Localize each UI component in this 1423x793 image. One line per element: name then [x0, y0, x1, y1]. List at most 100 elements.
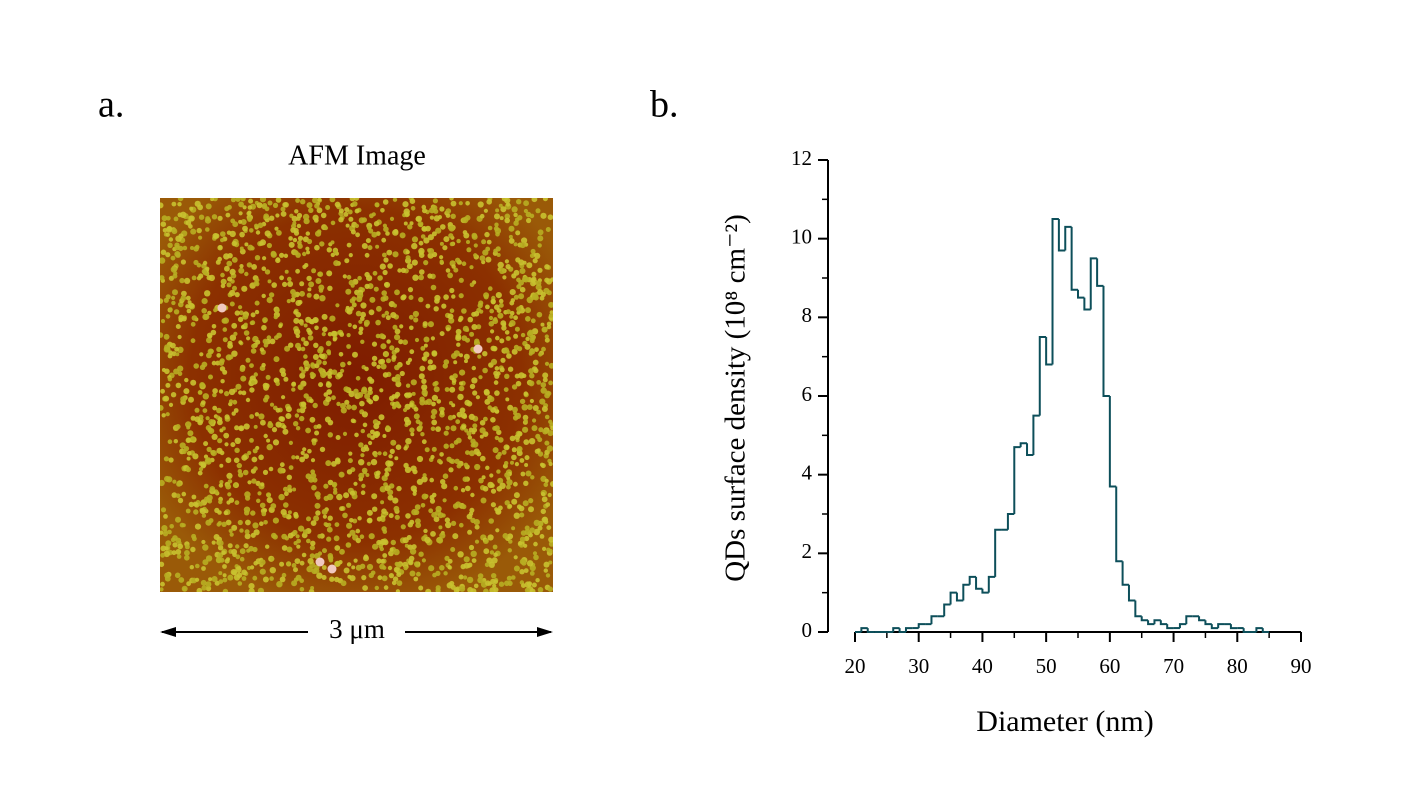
afm-dot [497, 477, 504, 484]
afm-dot [494, 373, 500, 379]
afm-dot [433, 516, 440, 523]
afm-dot [275, 257, 281, 264]
afm-dot [439, 410, 445, 415]
afm-dot [544, 337, 550, 343]
afm-dot [352, 518, 358, 524]
afm-dot [316, 424, 322, 429]
afm-dot [261, 266, 267, 272]
afm-dot [233, 408, 239, 413]
afm-dot [483, 208, 488, 213]
afm-dot [421, 389, 428, 396]
afm-dot [531, 271, 537, 277]
afm-dot [496, 469, 501, 474]
afm-dot [262, 203, 268, 208]
afm-dot [517, 215, 523, 221]
afm-dot [301, 552, 307, 558]
afm-dot [466, 513, 473, 520]
afm-dot [375, 470, 381, 476]
y-tick-label: 2 [802, 539, 813, 563]
afm-dot [179, 277, 185, 284]
afm-dot [481, 475, 486, 480]
afm-dot [389, 547, 394, 552]
afm-dot [207, 310, 212, 316]
afm-dot [435, 570, 441, 577]
afm-dot [250, 320, 256, 326]
afm-dot [377, 575, 383, 581]
afm-dot [393, 548, 400, 556]
afm-dot [372, 270, 378, 276]
afm-dot [275, 213, 280, 218]
afm-dot [540, 382, 547, 388]
afm-dot [206, 446, 212, 452]
afm-dot [504, 461, 509, 466]
afm-dot [266, 443, 273, 451]
afm-dot [424, 447, 430, 453]
afm-dot [238, 340, 243, 345]
afm-dot [422, 321, 428, 327]
afm-dot [429, 215, 434, 220]
afm-dot [175, 549, 182, 555]
afm-dot [314, 430, 320, 436]
afm-dot [378, 544, 384, 549]
afm-dot [421, 439, 427, 445]
afm-dot [467, 587, 474, 592]
afm-dot [392, 576, 399, 582]
histogram-step [1032, 414, 1040, 455]
afm-dot [494, 366, 500, 371]
afm-dot [261, 511, 267, 517]
afm-dot [279, 561, 285, 567]
afm-dot [317, 271, 322, 277]
afm-dot [530, 475, 535, 480]
afm-dot [511, 348, 518, 355]
afm-dot [314, 203, 320, 209]
afm-dot [427, 359, 433, 365]
afm-dot [224, 391, 230, 397]
afm-dot [282, 202, 288, 208]
afm-dot [511, 273, 517, 279]
afm-dot [451, 264, 456, 269]
afm-dot [403, 221, 408, 226]
afm-dot [360, 302, 367, 309]
afm-dot [263, 520, 268, 525]
afm-dot [499, 482, 506, 489]
afm-dot [408, 314, 414, 320]
afm-dot [208, 374, 213, 380]
afm-dot [183, 388, 190, 395]
afm-dot [476, 324, 482, 330]
afm-dot [226, 230, 232, 235]
afm-dot [530, 248, 536, 254]
afm-dot [277, 467, 284, 474]
afm-dot [311, 484, 317, 491]
afm-dot [246, 336, 251, 341]
afm-dot [314, 553, 321, 560]
afm-dot [466, 576, 474, 584]
afm-dot [160, 298, 164, 304]
afm-dot [449, 308, 455, 314]
afm-dot [411, 242, 418, 250]
afm-dot [160, 479, 165, 487]
afm-dot [327, 432, 333, 438]
afm-dot [420, 432, 425, 437]
afm-dot [524, 525, 530, 531]
x-tick-label: 70 [1163, 654, 1184, 678]
afm-dot [201, 566, 206, 571]
afm-dot [300, 401, 307, 408]
afm-dot [536, 409, 541, 415]
afm-dot [374, 202, 380, 208]
afm-dot [421, 558, 426, 563]
afm-dot [379, 388, 384, 393]
afm-dot [342, 512, 348, 519]
afm-dot [211, 324, 217, 329]
afm-dot [190, 546, 196, 553]
afm-dot [381, 237, 387, 243]
afm-dot [309, 553, 315, 559]
afm-dot [312, 317, 319, 324]
afm-dot [306, 275, 312, 282]
afm-dots [160, 198, 553, 592]
afm-dot [497, 451, 502, 457]
afm-dot [546, 324, 552, 330]
afm-dot [490, 488, 497, 494]
afm-dot [430, 454, 435, 460]
afm-dot [366, 461, 371, 466]
afm-dot [463, 575, 468, 580]
